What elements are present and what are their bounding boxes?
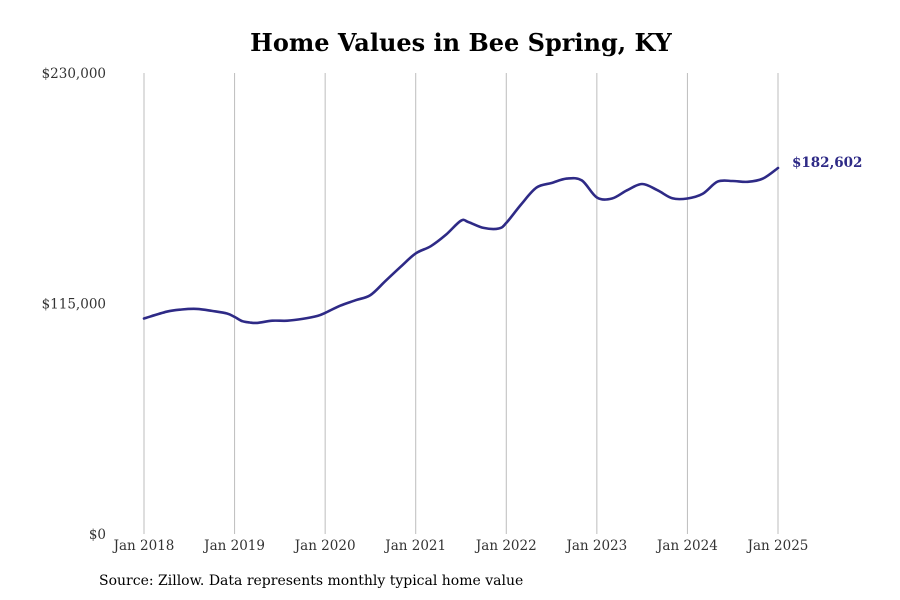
x-tick-label: Jan 2018 [112,538,175,554]
chart-title: Home Values in Bee Spring, KY [250,28,673,57]
y-axis: $0 $115,000 $230,000 [42,66,106,543]
source-note: Source: Zillow. Data represents monthly … [99,573,524,589]
x-tick-label: Jan 2023 [564,538,627,554]
x-tick-label: Jan 2020 [293,538,356,554]
y-tick-label: $115,000 [42,297,106,313]
series-line [142,166,780,325]
x-tick-label: Jan 2022 [474,538,537,554]
x-tick-label: Jan 2019 [202,538,265,554]
y-tick-label: $0 [89,527,106,543]
end-value-label: $182,602 [792,155,862,171]
x-tick-label: Jan 2025 [746,538,809,554]
grid-layer [143,73,779,534]
y-tick-label: $230,000 [42,66,106,82]
x-axis: Jan 2018 Jan 2019 Jan 2020 Jan 2021 Jan 2022… [112,538,809,554]
x-tick-label: Jan 2021 [383,538,446,554]
x-tick-label: Jan 2024 [655,538,718,554]
series-layer [142,166,780,325]
